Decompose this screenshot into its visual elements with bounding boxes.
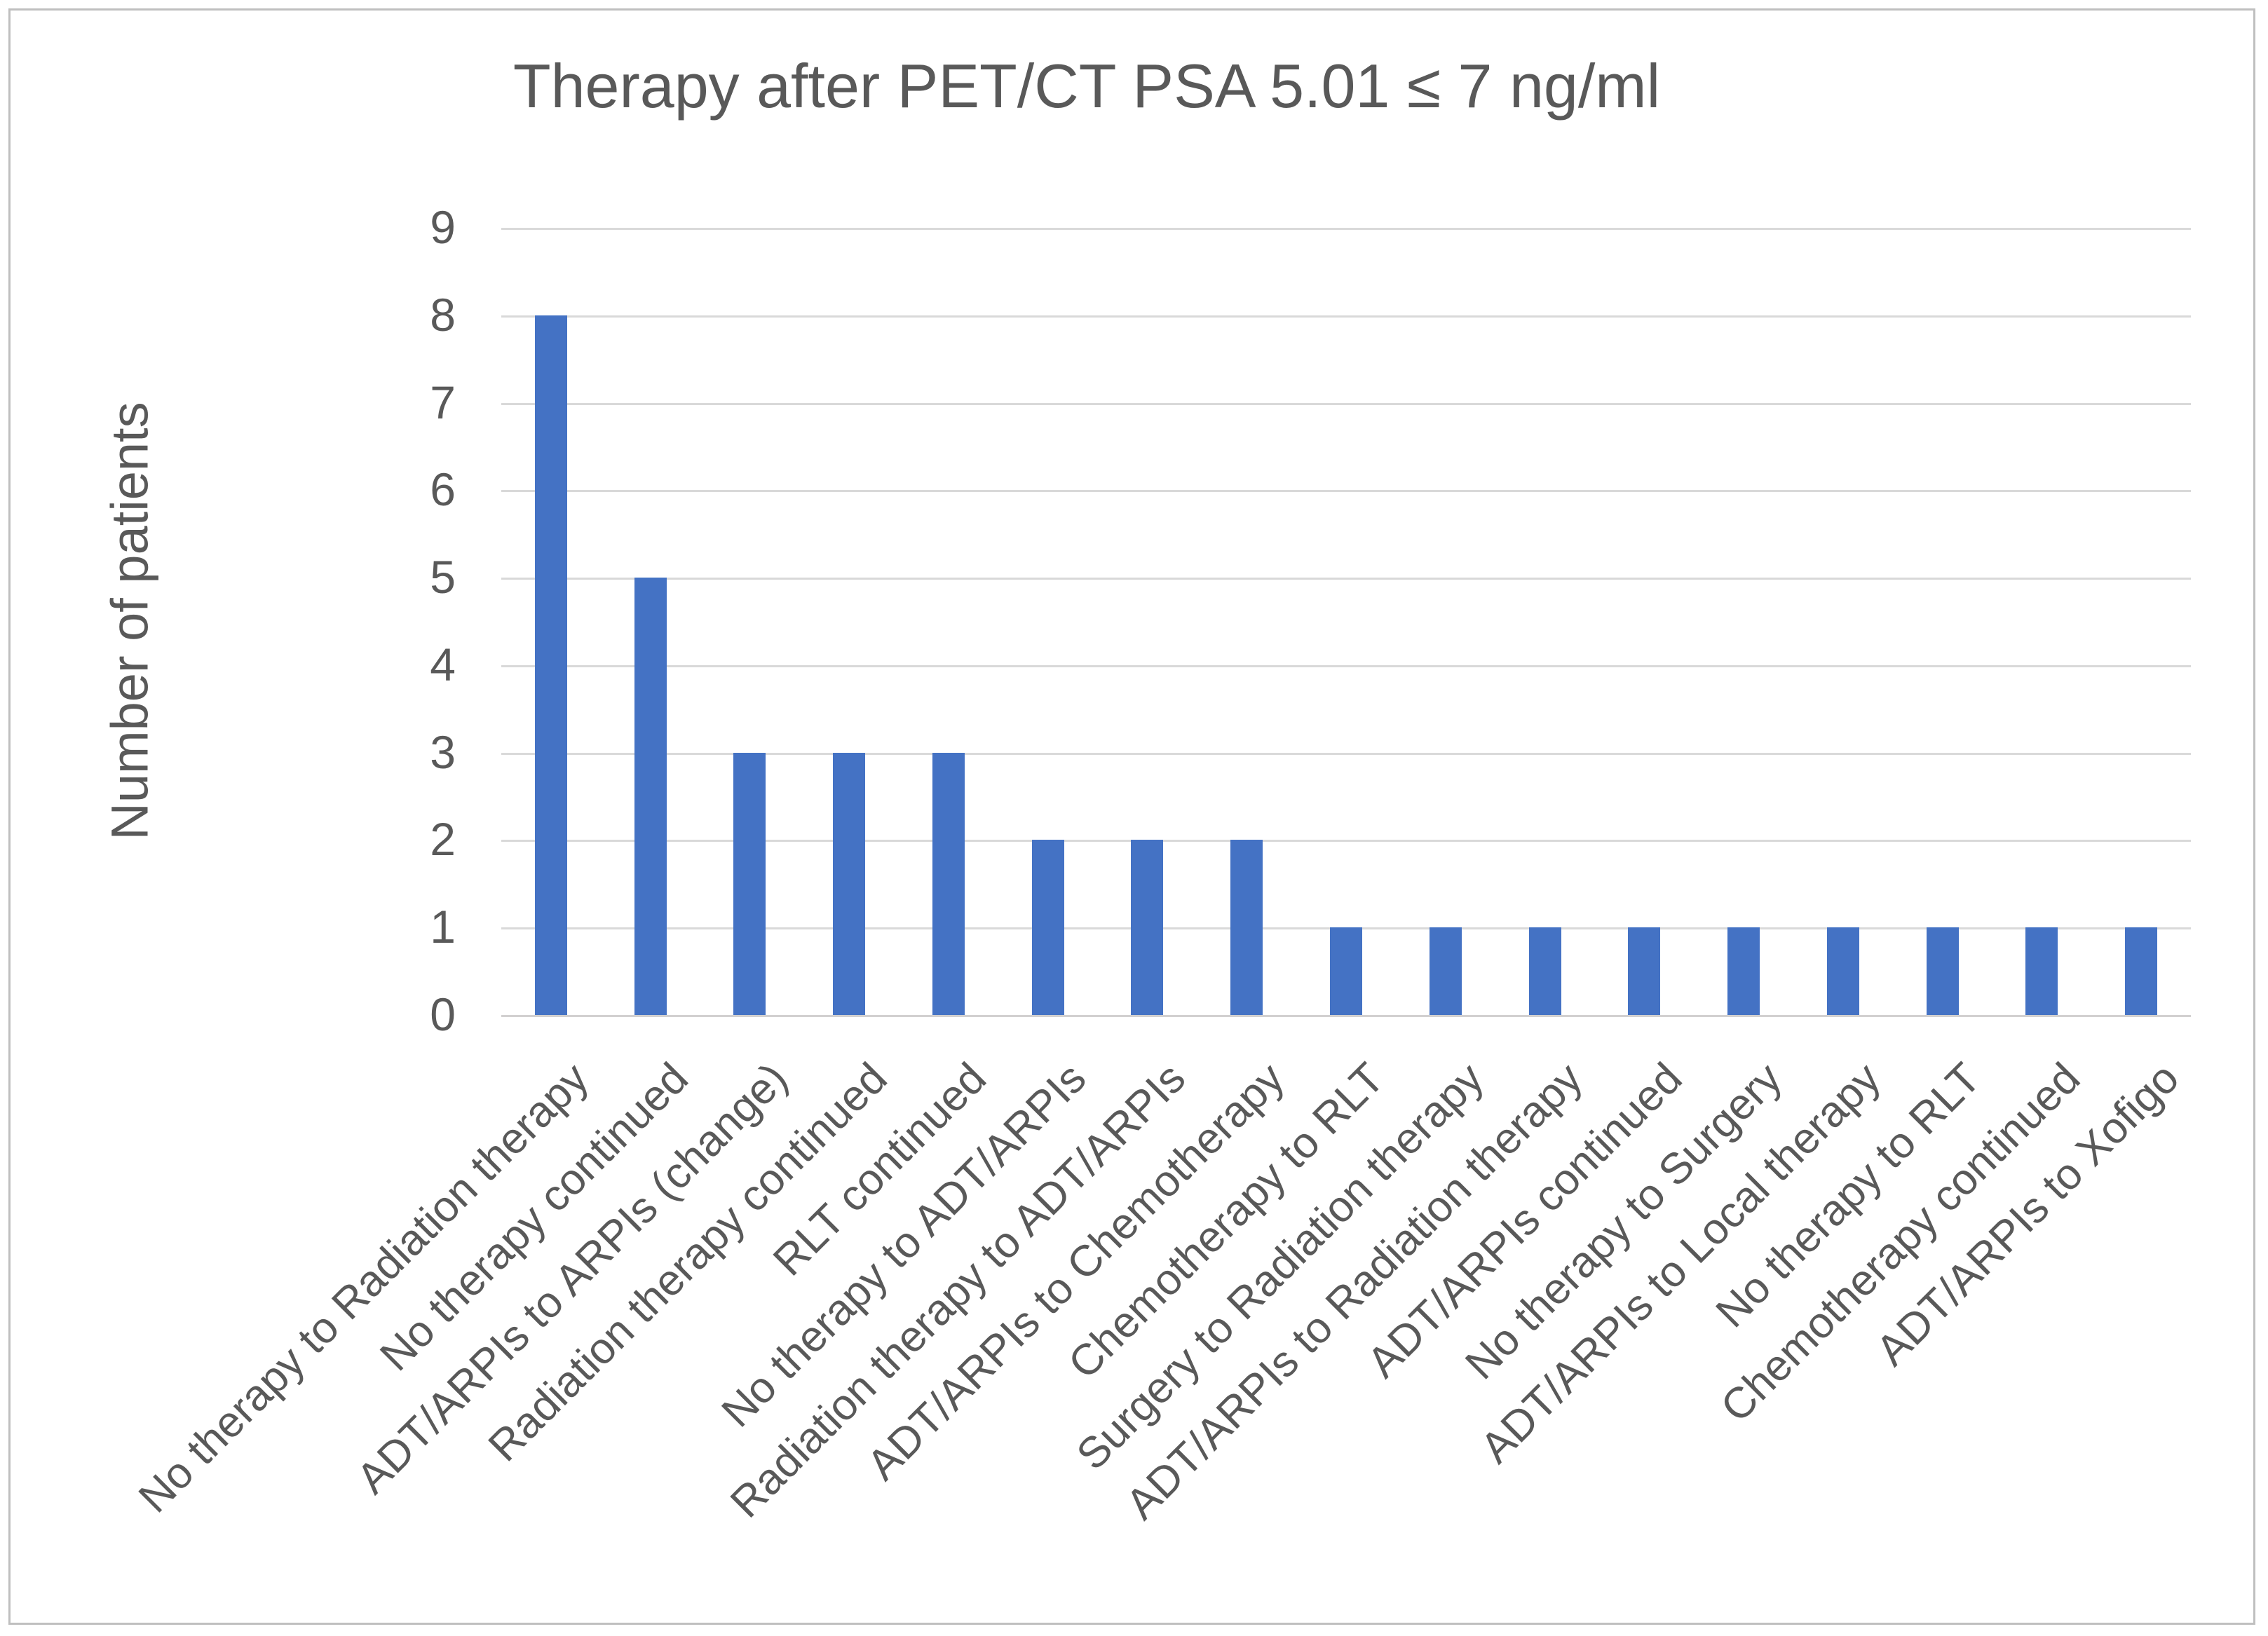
- bar-17: [2125, 927, 2158, 1015]
- bar-10: [1429, 927, 1462, 1015]
- y-tick-label-6: 6: [430, 463, 456, 516]
- y-tick-label-7: 7: [430, 376, 456, 428]
- bar-2: [634, 578, 667, 1015]
- x-tick-label-3: ADT/ARPIs to ARPIs (change): [347, 1054, 797, 1504]
- chart-title: Therapy after PET/CT PSA 5.01 ≤ 7 ng/ml: [512, 51, 1661, 121]
- gridline-y-2: [501, 840, 2191, 843]
- gridline-y-4: [501, 664, 2191, 667]
- bar-4: [833, 752, 866, 1015]
- bar-9: [1330, 927, 1362, 1015]
- gridline-y-7: [501, 402, 2191, 405]
- bar-8: [1230, 840, 1263, 1015]
- gridline-y-5: [501, 578, 2191, 580]
- gridline-y-9: [501, 228, 2191, 230]
- bar-7: [1131, 840, 1164, 1015]
- plot-area: 0 1 2 3 4 5 6 7 8 9: [430, 204, 2191, 1037]
- gridline-y-6: [501, 490, 2191, 493]
- bar-15: [1926, 927, 1959, 1015]
- bar-11: [1528, 927, 1561, 1015]
- y-tick-label-3: 3: [430, 725, 456, 778]
- y-tick-label-1: 1: [430, 901, 456, 953]
- bar-16: [2025, 927, 2058, 1015]
- bar-13: [1727, 927, 1760, 1015]
- bar-14: [1826, 927, 1859, 1015]
- y-tick-label-2: 2: [430, 813, 456, 866]
- y-tick-label-0: 0: [430, 988, 456, 1040]
- gridline-y-0: [501, 1015, 2191, 1017]
- bar-5: [932, 752, 965, 1015]
- y-tick-label-4: 4: [430, 638, 456, 690]
- bar-12: [1628, 927, 1661, 1015]
- bar-1: [534, 315, 567, 1015]
- bar-3: [733, 752, 766, 1015]
- y-tick-label-9: 9: [430, 201, 456, 253]
- y-tick-label-8: 8: [430, 288, 456, 341]
- bar-6: [1031, 840, 1064, 1015]
- gridline-y-8: [501, 315, 2191, 318]
- y-axis-title: Number of patients: [100, 402, 159, 840]
- gridline-y-3: [501, 752, 2191, 755]
- y-tick-label-5: 5: [430, 551, 456, 604]
